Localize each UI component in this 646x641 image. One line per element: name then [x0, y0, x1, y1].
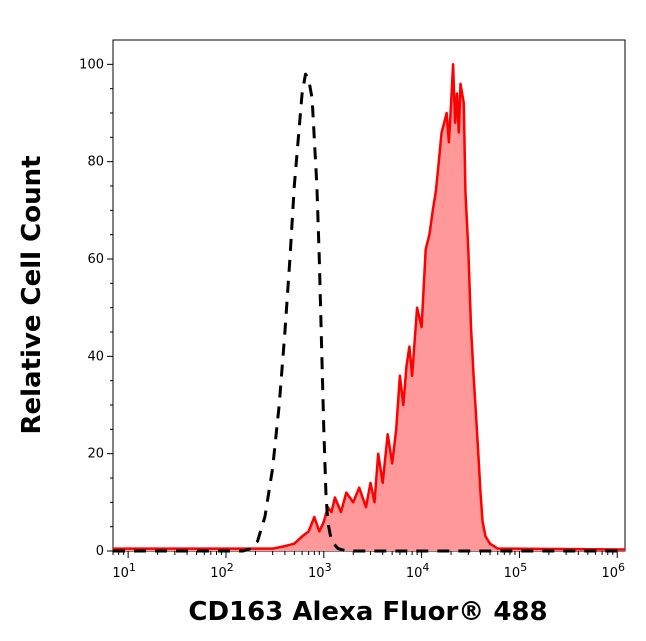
- axis-layer: 0 20 40 60 80 100 101 102 103 104 105 106: [79, 57, 625, 581]
- y-tick-label: 20: [87, 447, 104, 462]
- y-axis-title: Relative Cell Count: [17, 155, 47, 434]
- y-tick-label: 40: [87, 349, 104, 364]
- y-tick-label: 0: [96, 544, 104, 559]
- x-tick-label: 105: [504, 561, 528, 581]
- x-tick-label: 101: [112, 561, 136, 581]
- sample-histogram-fill: [113, 64, 625, 552]
- sample-histogram-line: [113, 63, 626, 551]
- x-axis-title: CD163 Alexa Fluor® 488: [188, 597, 547, 627]
- control-histogram-line: [113, 72, 625, 553]
- x-tick-label: 103: [308, 561, 332, 581]
- y-tick-label: 80: [87, 155, 104, 170]
- x-tick-label: 102: [210, 561, 234, 581]
- plot-frame: [112, 39, 626, 552]
- series-layer: [113, 63, 626, 553]
- x-tick-label: 106: [601, 561, 625, 581]
- y-tick-label: 60: [87, 252, 104, 267]
- y-tick-label: 100: [79, 57, 104, 72]
- x-tick-label: 104: [406, 561, 430, 581]
